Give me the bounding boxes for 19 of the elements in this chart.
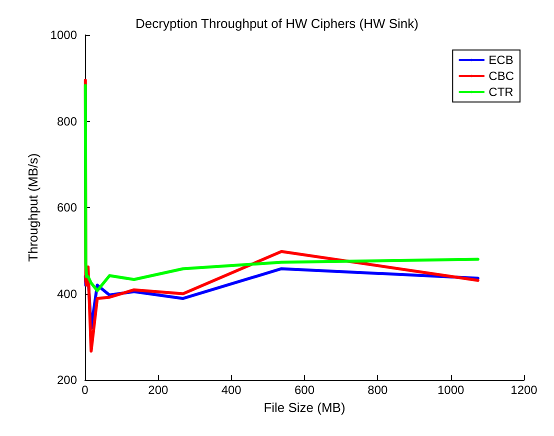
y-tick-label: 600 bbox=[56, 200, 78, 214]
y-tick-label: 200 bbox=[56, 373, 78, 387]
y-tick-label: 1000 bbox=[50, 28, 78, 42]
x-tick-label: 200 bbox=[148, 383, 168, 397]
y-axis-title: Throughput (MB/s) bbox=[25, 153, 40, 262]
legend-label: ECB bbox=[488, 53, 514, 67]
line-series bbox=[84, 84, 480, 292]
x-tick-label: 800 bbox=[368, 383, 388, 397]
x-tick-label: 1000 bbox=[437, 383, 465, 397]
x-tick-label: 400 bbox=[221, 383, 242, 397]
x-tick-label: 0 bbox=[82, 383, 89, 397]
y-tick-label: 800 bbox=[56, 114, 78, 128]
x-tick-label: 1200 bbox=[510, 383, 538, 397]
chart-title: Decryption Throughput of HW Ciphers (HW Sink) bbox=[136, 16, 418, 31]
legend-label: CBC bbox=[488, 69, 514, 83]
y-tick-label: 400 bbox=[56, 286, 78, 301]
x-axis-title: File Size (MB) bbox=[264, 400, 346, 415]
x-tick-label: 600 bbox=[294, 383, 315, 397]
legend-label: CTR bbox=[488, 85, 514, 99]
